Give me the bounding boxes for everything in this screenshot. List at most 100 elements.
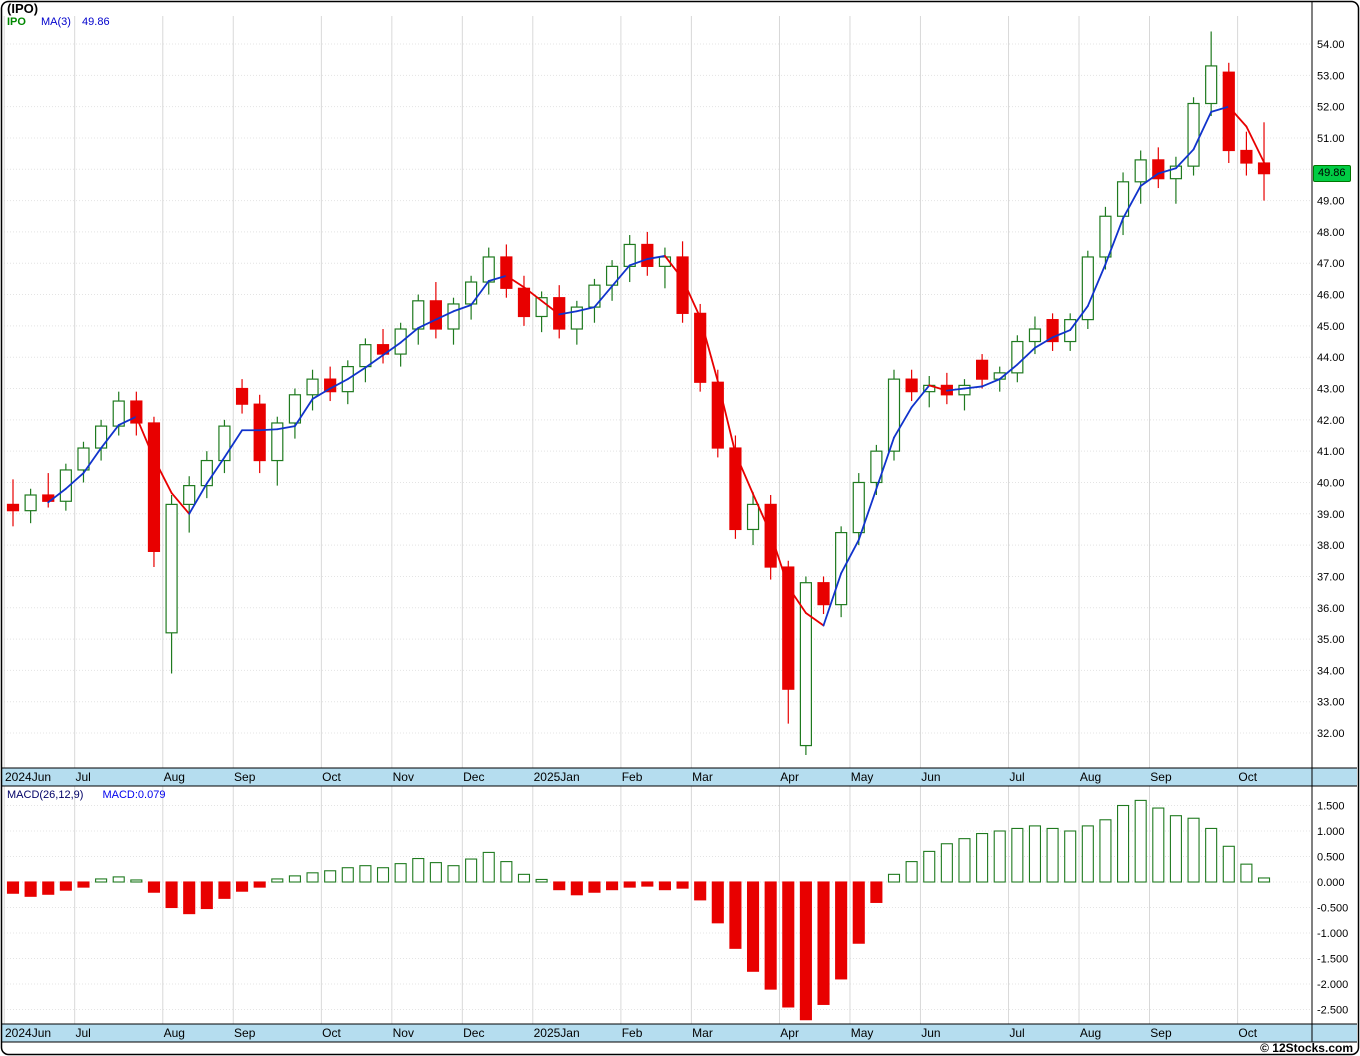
candle	[641, 231, 654, 276]
ma-segment	[505, 274, 525, 289]
ma-segment	[963, 385, 983, 390]
candle	[271, 416, 284, 486]
ma-segment	[910, 384, 931, 409]
ma-segment	[805, 612, 825, 627]
macd-bar	[817, 881, 830, 1005]
ma-segment	[329, 378, 349, 390]
candle	[958, 379, 971, 411]
ma-segment	[1051, 329, 1072, 339]
ma-segment	[258, 428, 279, 432]
candle	[852, 473, 865, 546]
ma-segment	[382, 341, 402, 357]
macd-bar	[606, 881, 619, 891]
ma-segment	[1086, 263, 1107, 307]
macd-bar	[940, 843, 953, 883]
macd-bar	[59, 881, 72, 891]
x-axis-label: May	[851, 1026, 874, 1040]
x-axis-label: 2025Jan	[534, 770, 580, 784]
macd-bar	[412, 857, 425, 883]
candle	[1240, 131, 1253, 176]
macd-bar	[1081, 825, 1094, 883]
macd-bar	[835, 881, 848, 980]
candle	[658, 247, 672, 289]
ma-segment	[417, 318, 437, 329]
candle	[517, 275, 531, 326]
price-axis-label: 33.00	[1317, 697, 1345, 709]
ma-segment	[681, 277, 702, 319]
x-axis-label: Jun	[921, 770, 940, 784]
ma-line	[47, 105, 1265, 627]
price-axis-label: 42.00	[1317, 415, 1345, 427]
candle	[1187, 97, 1200, 176]
x-axis-label: Jul	[75, 1026, 90, 1040]
macd-bar	[253, 881, 266, 888]
price-axis-label: 45.00	[1317, 321, 1345, 333]
x-axis-label: Jul	[75, 770, 90, 784]
candle	[940, 372, 953, 405]
macd-bar	[905, 861, 918, 883]
ma-segment	[1016, 346, 1036, 366]
macd-axis-label: -1.500	[1317, 954, 1348, 966]
macd-bar	[24, 881, 37, 897]
macd-bar	[553, 881, 566, 891]
macd-bar	[6, 881, 20, 894]
ma-segment	[928, 384, 948, 392]
macd-axis-label: 0.500	[1317, 852, 1345, 864]
ma-segment	[540, 299, 561, 316]
candle	[923, 375, 936, 408]
macd-axis-label: -2.500	[1317, 1005, 1348, 1017]
candle	[59, 463, 72, 511]
candle	[288, 388, 302, 439]
ma-segment	[752, 493, 772, 535]
ma-segment	[223, 429, 243, 459]
x-axis-label: Sep	[234, 770, 256, 784]
macd-axis-label: 0.000	[1317, 877, 1345, 889]
x-axis-label: Feb	[622, 1026, 643, 1040]
x-axis-label: Sep	[1150, 770, 1172, 784]
macd-bar	[782, 881, 795, 1008]
price-axis-label: 38.00	[1317, 540, 1345, 552]
y-axis-labels: 54.0053.0052.0051.0050.0049.0048.0047.00…	[1317, 39, 1348, 1017]
macd-histogram	[6, 799, 1271, 1021]
ma-segment	[998, 363, 1019, 381]
x-axis-label: Oct	[1238, 1026, 1257, 1040]
last-price-badge: 49.86	[1313, 164, 1351, 182]
macd-bar	[976, 832, 989, 883]
ma-segment	[1192, 110, 1213, 151]
ma-segment	[1245, 125, 1265, 164]
ma-segment	[452, 304, 473, 313]
macd-bar	[588, 881, 601, 893]
macd-bar	[447, 865, 460, 883]
ma-segment	[1157, 167, 1177, 175]
ma-segment	[787, 585, 807, 614]
candle	[1205, 31, 1218, 117]
candles	[6, 31, 1271, 755]
candle	[429, 282, 442, 339]
macd-bar	[183, 881, 196, 915]
ma-segment	[434, 310, 455, 321]
x-axis-label: Dec	[463, 770, 484, 784]
ma-segment	[575, 306, 596, 313]
ma-segment	[47, 487, 67, 504]
ma-segment	[399, 327, 420, 344]
macd-bar	[1064, 830, 1077, 883]
ma-segment	[294, 398, 314, 428]
macd-bar	[746, 881, 760, 972]
macd-bar	[923, 850, 936, 883]
price-axis-label: 43.00	[1317, 384, 1345, 396]
ma-segment	[311, 387, 332, 400]
ma-segment	[981, 378, 1001, 388]
x-axis-label: Aug	[164, 1026, 185, 1040]
price-axis-label: 40.00	[1317, 477, 1345, 489]
macd-bar	[306, 872, 319, 883]
price-axis-label: 46.00	[1317, 290, 1345, 302]
macd-axis-label: -2.000	[1317, 979, 1348, 991]
x-axis-label: May	[851, 770, 874, 784]
macd-bar	[236, 881, 249, 892]
macd-bar	[887, 873, 901, 883]
x-axis-label: Jul	[1009, 770, 1024, 784]
macd-bar	[658, 881, 671, 891]
ma-segment	[64, 472, 85, 490]
ma-segment	[734, 452, 754, 495]
